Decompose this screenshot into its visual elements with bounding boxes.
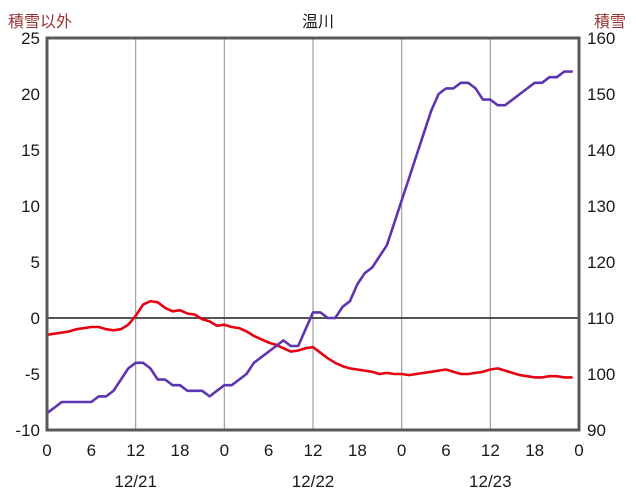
- x-axis-hour-label: 12: [304, 441, 323, 460]
- left-axis-tick-label: -10: [15, 421, 40, 440]
- left-axis-tick-label: 5: [31, 253, 40, 272]
- left-axis-tick-label: 0: [31, 309, 40, 328]
- snow-depth-series-line: [45, 70, 573, 415]
- x-axis-hour-label: 0: [574, 441, 583, 460]
- left-axis-tick-label: 10: [21, 197, 40, 216]
- right-axis-tick-label: 150: [587, 85, 615, 104]
- x-axis-hour-label: 0: [397, 441, 406, 460]
- x-axis-hour-label: 6: [441, 441, 450, 460]
- x-axis-date-label: 12/23: [469, 472, 512, 491]
- x-axis-hour-label: 6: [264, 441, 273, 460]
- left-axis-tick-label: -5: [25, 365, 40, 384]
- x-axis-hour-label: 6: [87, 441, 96, 460]
- left-axis-tick-label: 15: [21, 141, 40, 160]
- left-axis-tick-label: 20: [21, 85, 40, 104]
- x-axis-hour-label: 12: [481, 441, 500, 460]
- non-snow-series-line: [45, 299, 573, 379]
- right-axis-tick-label: 160: [587, 29, 615, 48]
- right-axis-tick-label: 130: [587, 197, 615, 216]
- chart-title: 温川: [301, 14, 334, 31]
- x-axis-hour-label: 18: [525, 441, 544, 460]
- right-axis-tick-label: 140: [587, 141, 615, 160]
- x-axis-hour-label: 12: [126, 441, 145, 460]
- x-axis-date-label: 12/22: [292, 472, 335, 491]
- left-axis-tick-label: 25: [21, 29, 40, 48]
- x-axis-date-label: 12/21: [114, 472, 157, 491]
- left-axis-title: 積雪以外: [8, 14, 73, 31]
- right-axis-tick-label: 120: [587, 253, 615, 272]
- right-axis-tick-label: 110: [587, 309, 614, 328]
- x-axis-hour-label: 0: [42, 441, 51, 460]
- x-axis-hour-label: 18: [171, 441, 190, 460]
- x-axis-hour-label: 18: [348, 441, 367, 460]
- right-axis-title: 積雪: [593, 14, 626, 31]
- plot-border: [45, 36, 581, 432]
- x-axis-hour-label: 0: [220, 441, 229, 460]
- right-axis-tick-label: 90: [587, 421, 606, 440]
- right-axis-tick-label: 100: [587, 365, 615, 384]
